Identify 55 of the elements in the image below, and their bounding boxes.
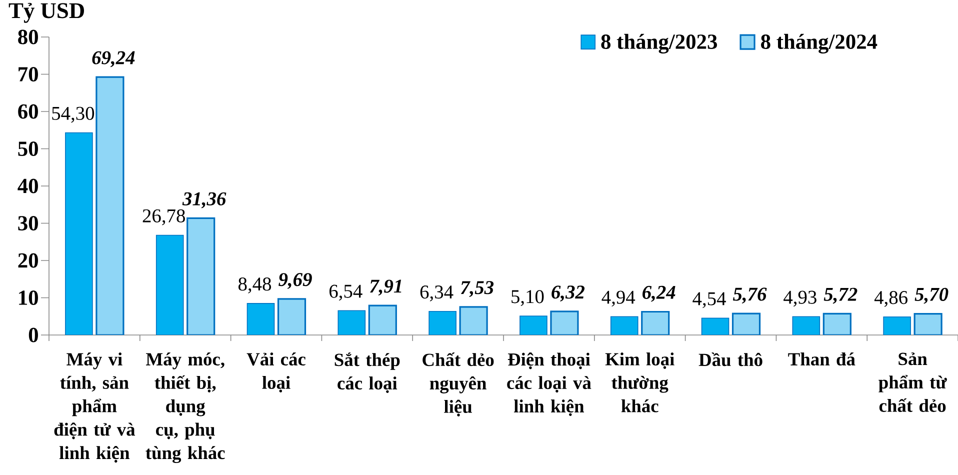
bar [520,316,548,336]
x-tick-label: Chất dẻo nguyên liệu [422,352,494,416]
y-tick-label: 40 [18,178,38,194]
legend-label: 8 tháng/2024 [761,34,878,54]
y-tick-label: 0 [28,328,38,342]
x-tick-label: Kim loại thường khác [605,352,674,412]
y-tick-label: 70 [18,67,38,82]
x-tick-label: Than đá [788,352,856,366]
bar [701,318,730,336]
data-label: 9,69 [278,273,312,289]
data-label: 5,70 [914,288,948,304]
bar [610,316,638,336]
data-label: 5,76 [732,288,767,304]
data-label: 7,91 [370,280,402,296]
data-label: 69,24 [92,51,135,68]
data-label: 4,86 [874,290,908,307]
data-label: 6,32 [552,286,585,302]
x-tick-label: Vải các loại [246,352,306,392]
y-tick-label: 30 [18,216,38,230]
y-axis-title: Tỷ USD [8,2,84,23]
data-label: 4,94 [602,290,636,307]
bar [96,76,124,336]
y-tick-label: 20 [18,253,38,268]
bar [186,217,216,336]
data-label: 8,48 [238,277,272,294]
y-tick-label: 50 [18,142,38,156]
bar [792,316,820,336]
bar [65,132,93,336]
y-tick-label: 10 [19,290,38,305]
x-tick-label: Máy móc, thiết bị, dụng cụ, phụ tùng khác [146,352,225,464]
bar [338,310,366,336]
legend-label: 8 tháng/2023 [601,34,717,54]
data-label: 31,36 [182,192,226,208]
x-tick-label: Sắt thép các loại [334,352,400,393]
data-label: 7,53 [460,281,494,297]
data-label: 4,93 [784,290,816,307]
bar [428,310,456,336]
bar [883,316,911,336]
data-label: 5,10 [512,290,544,306]
y-tick-label: 80 [18,30,38,44]
data-label: 4,54 [692,292,726,308]
x-tick-label: Máy vi tính, sản phẩm điện tử và linh kiện [54,352,136,463]
bar [277,298,306,336]
bar [156,234,184,336]
data-label: 6,34 [420,286,454,302]
x-tick-label: Dầu thô [698,352,762,366]
data-label: 26,78 [142,209,185,226]
bar [246,303,275,336]
data-label: 54,30 [52,106,94,123]
x-tick-label: Điện thoại các loại và linh kiện [507,352,592,416]
data-label: 6,54 [329,284,362,301]
data-label: 6,24 [642,286,676,302]
data-label: 5,72 [824,288,858,304]
x-tick-label: Sản phẩm từ chất dẻo [878,352,947,412]
y-tick-label: 60 [18,104,38,119]
